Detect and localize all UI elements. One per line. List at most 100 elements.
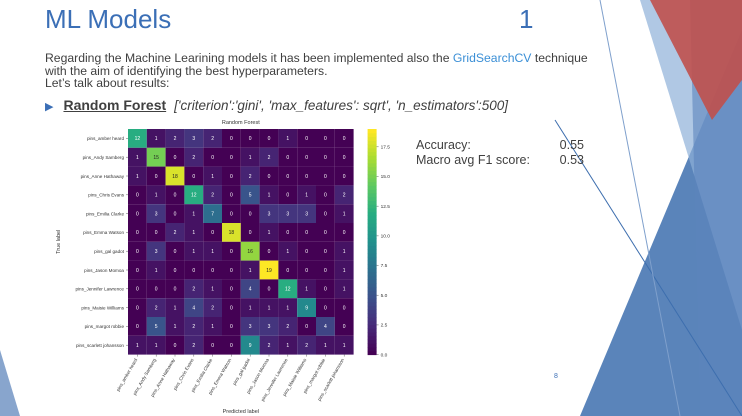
cell-value-label: 19 [266, 268, 272, 274]
cell-value-label: 0 [324, 136, 327, 142]
cell-value-label: 0 [305, 174, 308, 180]
heatmap-cell [203, 317, 222, 336]
cell-value-label: 1 [249, 305, 252, 311]
heatmap-cell [316, 129, 335, 148]
cell-value-label: 2 [249, 174, 252, 180]
page-number: 8 [554, 373, 558, 380]
cell-value-label: 0 [192, 268, 195, 274]
cell-value-label: 0 [305, 136, 308, 142]
cell-value-label: 1 [155, 193, 158, 199]
intro-text-after-link: technique with the aim of identifying th… [45, 51, 588, 78]
gridsearchcv-link[interactable]: GridSearchCV [452, 51, 532, 65]
cell-value-label: 1 [192, 230, 195, 236]
cell-value-label: 0 [230, 324, 233, 330]
heatmap-cell [297, 335, 316, 355]
heatmap-cell [203, 298, 222, 317]
colorbar-tick-label: 15.0 [381, 174, 391, 180]
cell-value-label: 15 [153, 155, 159, 161]
cell-value-label: 0 [268, 174, 271, 180]
random-forest-params: ['criterion':'gini', 'max_features': sqr… [174, 98, 508, 113]
cell-value-label: 0 [174, 268, 177, 274]
y-tick-label: pins_gal gadot [94, 249, 125, 254]
heatmap-cell [278, 166, 298, 186]
cell-value-label: 1 [343, 343, 346, 349]
colorbar-tick-label: 5.0 [381, 293, 388, 299]
cell-value-label: 1 [211, 287, 214, 293]
right-red-shape [650, 0, 742, 120]
heatmap-cell [259, 147, 279, 167]
heatmap-cell [184, 223, 204, 242]
heatmap-cell [128, 260, 147, 280]
heatmap-cell [184, 279, 204, 299]
heatmap-cell [278, 317, 298, 336]
heatmap-cell [222, 279, 241, 299]
f1-value: 0.53 [559, 153, 584, 167]
colorbar-segment [367, 324, 377, 329]
f1-label: Macro avg F1 score: [416, 153, 530, 167]
cell-value-label: 0 [305, 155, 308, 161]
heatmap-cell [222, 260, 241, 280]
heatmap-cell [278, 335, 298, 355]
cell-value-label: 1 [192, 249, 195, 255]
colorbar-segment [367, 200, 377, 205]
colorbar-segment [367, 181, 377, 186]
cell-value-label: 0 [286, 155, 289, 161]
colorbar-segment [367, 230, 377, 235]
heatmap-cell [297, 279, 316, 299]
heatmap-cell [184, 335, 204, 355]
cell-value-label: 0 [136, 324, 139, 330]
colorbar-segment [367, 174, 377, 179]
colorbar-segment [367, 268, 377, 273]
cell-value-label: 2 [192, 324, 195, 330]
cell-value-label: 0 [174, 287, 177, 293]
y-tick-label: pins_Chris Evans [88, 193, 124, 198]
cell-value-label: 2 [286, 324, 289, 330]
heatmap-cell [334, 241, 354, 261]
cell-value-label: 0 [324, 249, 327, 255]
chart-title: Random Forest [222, 120, 260, 126]
heatmap-cell [146, 185, 166, 205]
decor-line-2 [599, 0, 681, 416]
heatmap-cell [128, 279, 147, 299]
heatmap-cell [128, 166, 147, 186]
heatmap-cell [203, 185, 222, 205]
cell-value-label: 2 [211, 136, 214, 142]
cell-value-label: 2 [268, 155, 271, 161]
heatmap-cell [146, 241, 166, 261]
heatmap-cell [240, 260, 260, 280]
y-tick-label: pins_Maisie Williams [81, 305, 124, 310]
colorbar-segment [367, 279, 377, 284]
heatmap-cell [128, 204, 147, 223]
heatmap-cell [222, 147, 241, 167]
cell-value-label: 0 [324, 174, 327, 180]
colorbar-segment [367, 189, 377, 194]
heatmap-cell [316, 185, 335, 205]
colorbar-segment [367, 147, 377, 153]
heatmap-cell [240, 129, 260, 148]
cell-value-label: 0 [174, 193, 177, 199]
colorbar-segment [367, 215, 377, 220]
colorbar-segment [367, 155, 377, 160]
heatmap-cell [334, 129, 354, 148]
cell-value-label: 0 [343, 155, 346, 161]
cell-value-label: 1 [136, 343, 139, 349]
cell-value-label: 0 [249, 136, 252, 142]
random-forest-label: Random Forest [63, 97, 167, 113]
heatmap-cell [259, 260, 279, 280]
bullet-arrow-icon: ▶ [45, 101, 54, 113]
cell-value-label: 3 [155, 211, 158, 217]
cell-value-label: 2 [268, 343, 271, 349]
heatmap-cell [240, 298, 260, 317]
y-tick-label: pins_Jennifer Lawrence [75, 287, 124, 292]
heatmap-cell [146, 317, 166, 336]
cell-value-label: 1 [305, 193, 308, 199]
cell-value-label: 1 [136, 155, 139, 161]
heatmap-cell [334, 204, 354, 223]
cell-value-label: 0 [286, 174, 289, 180]
cell-value-label: 0 [136, 193, 139, 199]
colorbar-segment [367, 290, 377, 295]
heatmap-cell [316, 241, 335, 261]
heatmap-cell [334, 298, 354, 317]
colorbar-segment [367, 347, 377, 352]
f1-row: Macro avg F1 score: 0.53 [416, 153, 584, 168]
